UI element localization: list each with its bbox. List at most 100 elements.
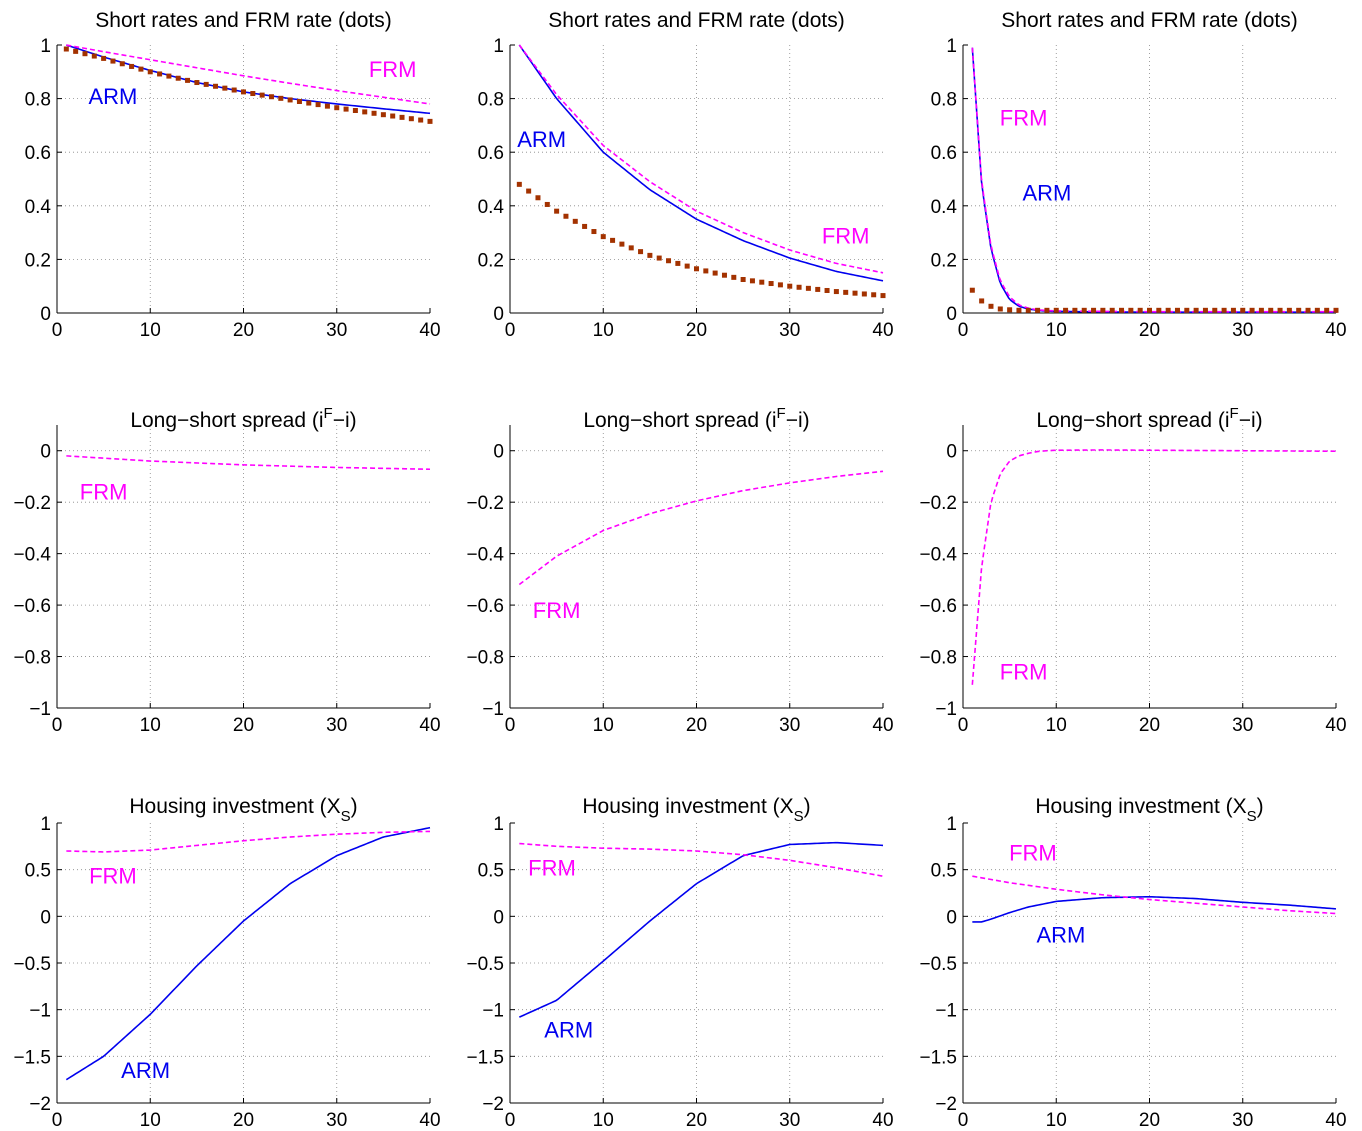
x-tick-label: 40 bbox=[872, 1110, 893, 1131]
dot-marker bbox=[572, 218, 578, 224]
dot-marker bbox=[675, 260, 681, 266]
dot-marker bbox=[1025, 307, 1031, 313]
x-tick-label: 40 bbox=[1325, 1110, 1346, 1131]
dot-marker bbox=[969, 287, 975, 293]
series-label-frm: FRM bbox=[1009, 840, 1057, 865]
y-tick-label: −0.5 bbox=[13, 954, 51, 975]
y-tick-label: 1 bbox=[40, 36, 51, 57]
y-tick-label: 0 bbox=[946, 907, 957, 928]
y-tick-label: −1.5 bbox=[13, 1047, 51, 1068]
y-tick-label: −0.8 bbox=[13, 648, 51, 669]
panel-title: Short rates and FRM rate (dots) bbox=[548, 9, 844, 32]
panel-title: Short rates and FRM rate (dots) bbox=[95, 9, 391, 32]
chart-panel-3: 0 10 20 30 40 0 0.2 0.4 0.6 0.8 1 FRM ARM Short rates… bbox=[931, 9, 1347, 341]
dot-marker bbox=[91, 53, 97, 59]
x-tick-label: 40 bbox=[419, 715, 440, 736]
dot-marker bbox=[1184, 307, 1190, 313]
x-tick-label: 0 bbox=[958, 715, 969, 736]
dot-marker bbox=[638, 249, 644, 255]
dot-marker bbox=[259, 92, 265, 98]
panel-title: Long−short spread (iF−i) bbox=[1036, 405, 1262, 432]
y-tick-label: 0.8 bbox=[931, 90, 957, 111]
dot-marker bbox=[1333, 307, 1339, 313]
y-tick-label: 0 bbox=[493, 907, 504, 928]
dot-marker bbox=[408, 116, 414, 122]
series-line-arm bbox=[66, 44, 431, 115]
dot-marker bbox=[1268, 307, 1274, 313]
dot-marker bbox=[268, 94, 274, 100]
dot-marker bbox=[1165, 307, 1171, 313]
dot-marker bbox=[731, 274, 737, 280]
y-tick-label: 0 bbox=[493, 442, 504, 463]
dot-marker bbox=[213, 83, 219, 89]
x-tick-label: 30 bbox=[779, 715, 800, 736]
series-dots bbox=[63, 46, 433, 124]
dot-marker bbox=[582, 223, 588, 229]
dot-marker bbox=[749, 278, 755, 284]
dot-marker bbox=[380, 112, 386, 118]
chart-panel-5: 0 10 20 30 40 −1 −0.8 −0.6 −0.4 −0.2 0 FRM Long−shor… bbox=[466, 405, 893, 736]
series-label-frm: FRM bbox=[80, 480, 128, 505]
dot-marker bbox=[306, 100, 312, 106]
dot-marker bbox=[712, 270, 718, 276]
y-tick-label: −0.5 bbox=[919, 954, 957, 975]
x-tick-label: 30 bbox=[1232, 715, 1253, 736]
x-tick-label: 20 bbox=[233, 1110, 254, 1131]
dot-marker bbox=[418, 117, 424, 123]
x-tick-label: 30 bbox=[1232, 1110, 1253, 1131]
dot-marker bbox=[315, 102, 321, 108]
series-dots bbox=[969, 287, 1339, 313]
dot-marker bbox=[82, 51, 88, 57]
series-line-arm bbox=[518, 44, 884, 282]
x-tick-label: 20 bbox=[686, 320, 707, 341]
x-tick-label: 20 bbox=[1139, 1110, 1160, 1131]
dot-marker bbox=[787, 283, 793, 289]
dot-marker bbox=[703, 268, 709, 274]
dot-marker bbox=[73, 48, 79, 54]
dot-marker bbox=[250, 91, 256, 97]
y-tick-label: −0.8 bbox=[919, 648, 957, 669]
y-tick-label: −0.6 bbox=[13, 596, 51, 617]
dot-marker bbox=[628, 245, 634, 251]
series-line-frm bbox=[66, 830, 431, 853]
y-tick-label: −2 bbox=[935, 1094, 957, 1115]
dot-marker bbox=[1249, 307, 1255, 313]
dot-marker bbox=[399, 114, 405, 120]
y-tick-label: 0.5 bbox=[25, 861, 51, 882]
dot-marker bbox=[1230, 307, 1236, 313]
y-tick-label: 1 bbox=[493, 36, 504, 57]
x-tick-label: 10 bbox=[593, 715, 614, 736]
dot-marker bbox=[694, 266, 699, 272]
dot-marker bbox=[1128, 307, 1134, 313]
y-tick-label: 0.2 bbox=[478, 250, 504, 271]
x-tick-label: 0 bbox=[52, 320, 63, 341]
y-tick-label: 0.5 bbox=[478, 861, 504, 882]
dot-marker bbox=[610, 237, 616, 243]
y-tick-label: 0.5 bbox=[931, 861, 957, 882]
y-tick-label: 1 bbox=[493, 814, 504, 835]
y-tick-label: −0.5 bbox=[466, 954, 504, 975]
x-tick-label: 0 bbox=[958, 1110, 969, 1131]
y-tick-label: 0.8 bbox=[25, 90, 51, 111]
dot-marker bbox=[147, 69, 153, 75]
dot-marker bbox=[1258, 307, 1264, 313]
dot-marker bbox=[362, 109, 368, 115]
x-tick-label: 20 bbox=[233, 715, 254, 736]
dot-marker bbox=[166, 73, 172, 79]
y-tick-label: −0.4 bbox=[13, 545, 51, 566]
chart-panel-4: 0 10 20 30 40 −1 −0.8 −0.6 −0.4 −0.2 0 FRM Long−shor… bbox=[13, 405, 440, 736]
x-tick-label: 10 bbox=[593, 1110, 614, 1131]
series-line-frm bbox=[972, 875, 1337, 915]
x-tick-label: 0 bbox=[52, 715, 63, 736]
dot-marker bbox=[1324, 307, 1330, 313]
dot-marker bbox=[427, 118, 433, 124]
panel-title: Long−short spread (iF−i) bbox=[583, 405, 809, 432]
x-tick-label: 40 bbox=[419, 320, 440, 341]
x-tick-label: 10 bbox=[1046, 1110, 1067, 1131]
x-tick-label: 10 bbox=[140, 1110, 161, 1131]
dot-marker bbox=[231, 87, 237, 93]
dot-marker bbox=[1016, 307, 1022, 313]
dot-marker bbox=[591, 229, 597, 235]
dot-marker bbox=[796, 284, 802, 290]
dot-marker bbox=[777, 282, 783, 288]
